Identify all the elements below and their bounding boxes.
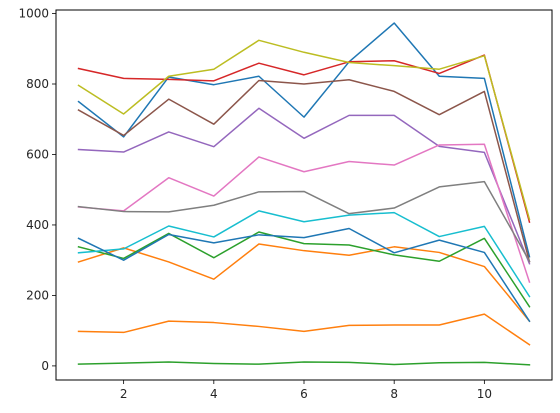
y-tick-label: 200 <box>26 288 49 302</box>
series-line-5 <box>77 107 531 265</box>
series-line-1 <box>77 22 531 258</box>
series-line-12 <box>77 313 531 346</box>
series-line-2 <box>77 243 531 323</box>
x-tick-label: 2 <box>120 387 128 401</box>
series-line-8 <box>77 180 531 263</box>
y-tick-label: 0 <box>41 359 49 373</box>
series-line-13 <box>77 361 531 366</box>
plot-area-border <box>55 9 553 381</box>
y-tick-label: 800 <box>26 77 49 91</box>
y-tick-label: 1000 <box>18 7 49 21</box>
series-line-10 <box>77 210 531 298</box>
x-tick-label: 6 <box>300 387 308 401</box>
series-line-3 <box>77 231 531 308</box>
series-line-11 <box>77 227 531 323</box>
series-line-4 <box>77 54 531 224</box>
series-layer <box>77 22 531 366</box>
y-tick-label: 400 <box>26 218 49 232</box>
x-tick-label: 8 <box>390 387 398 401</box>
x-tick-label: 10 <box>477 387 492 401</box>
series-line-6 <box>77 79 531 263</box>
axes-frame <box>55 9 553 381</box>
x-tick-label: 4 <box>210 387 218 401</box>
y-tick-label: 600 <box>26 147 49 161</box>
series-line-9 <box>77 39 531 221</box>
x-axis-ticks: 2 4 6 8 10 <box>120 380 492 401</box>
series-line-7 <box>77 143 531 283</box>
y-axis-ticks: 0 200 400 600 800 1000 <box>18 7 56 373</box>
